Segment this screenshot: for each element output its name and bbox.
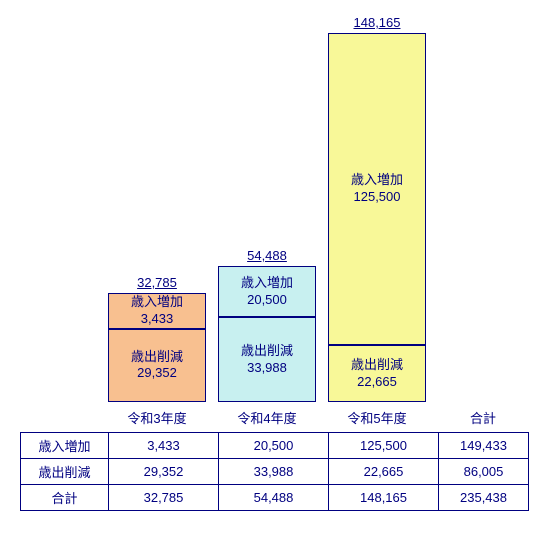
- bar-total-label: 148,165: [328, 15, 426, 30]
- table-cell: 3,433: [109, 433, 219, 459]
- figure: 32,785歳入増加3,433歳出削減29,35254,488歳入増加20,50…: [0, 0, 552, 554]
- table-cell: 32,785: [109, 485, 219, 511]
- table-cell: 54,488: [219, 485, 329, 511]
- row-header: 歳出削減: [21, 459, 109, 485]
- table-cell: 33,988: [219, 459, 329, 485]
- bar-segment-bottom: 歳出削減33,988: [218, 317, 316, 402]
- category-label: 令和5年度: [328, 408, 426, 427]
- bar-total-label: 54,488: [218, 248, 316, 263]
- bar-segment-bottom: 歳出削減29,352: [108, 329, 206, 402]
- table-row: 合計32,78554,488148,165235,438: [21, 485, 529, 511]
- table-cell: 125,500: [329, 433, 439, 459]
- summary-table: 歳入増加3,43320,500125,500149,433歳出削減29,3523…: [20, 432, 529, 511]
- table-row: 歳入増加3,43320,500125,500149,433: [21, 433, 529, 459]
- table-cell: 149,433: [439, 433, 529, 459]
- bar-total-label: 32,785: [108, 275, 206, 290]
- table-cell: 29,352: [109, 459, 219, 485]
- bar-segment-top: 歳入増加3,433: [108, 293, 206, 329]
- bar-segment-bottom: 歳出削減22,665: [328, 345, 426, 402]
- bar-segment-top: 歳入増加20,500: [218, 266, 316, 317]
- bar-segment-top: 歳入増加125,500: [328, 33, 426, 346]
- table-cell: 148,165: [329, 485, 439, 511]
- category-label: 令和3年度: [108, 408, 206, 427]
- row-header: 合計: [21, 485, 109, 511]
- category-label: 令和4年度: [218, 408, 316, 427]
- table-cell: 86,005: [439, 459, 529, 485]
- table-cell: 20,500: [219, 433, 329, 459]
- table-row: 歳出削減29,35233,98822,66586,005: [21, 459, 529, 485]
- table-cell: 235,438: [439, 485, 529, 511]
- category-label-total: 合計: [438, 408, 528, 427]
- table-cell: 22,665: [329, 459, 439, 485]
- row-header: 歳入増加: [21, 433, 109, 459]
